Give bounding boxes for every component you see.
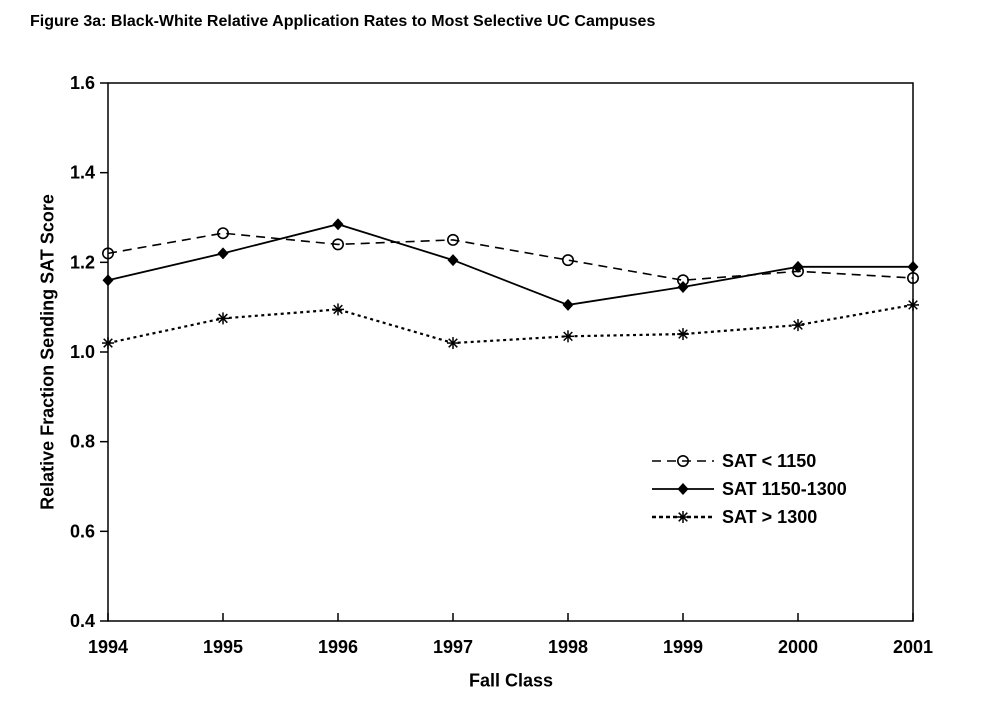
asterisk-marker (333, 304, 343, 315)
open-circle-marker (676, 455, 689, 467)
y-axis-title: Relative Fraction Sending SAT Score (37, 194, 58, 510)
open-circle-marker (102, 247, 115, 260)
x-tick-label: 1998 (548, 637, 588, 657)
series-line-bold-dotted (107, 303, 914, 345)
legend: SAT < 1150 SAT 1150-1300 SAT > 1300 (652, 447, 847, 531)
x-axis-title: Fall Class (468, 670, 554, 691)
asterisk-marker (103, 338, 113, 348)
open-circle-marker (331, 238, 344, 251)
chart-title: Figure 3a: Black-White Relative Applicat… (30, 13, 656, 30)
asterisk-marker (563, 331, 573, 342)
filled-diamond-marker (217, 247, 229, 260)
asterisk-marker (218, 313, 228, 324)
y-tick-label: 0.8 (70, 432, 95, 452)
filled-diamond-marker (907, 260, 919, 273)
asterisk-marker (793, 320, 803, 330)
filled-diamond-marker (677, 280, 689, 293)
asterisk-marker (448, 338, 458, 348)
x-tick-label: 2000 (778, 637, 818, 657)
asterisk-marker (678, 329, 688, 339)
asterisk-marker (908, 300, 918, 310)
y-tick-label: 1.2 (70, 252, 95, 272)
legend-item-sat-gt-1300: SAT > 1300 (652, 503, 847, 531)
filled-diamond-marker (677, 483, 689, 495)
legend-label: SAT 1150-1300 (722, 478, 847, 499)
open-circle-marker (906, 272, 919, 285)
x-tick-label: 1994 (88, 637, 128, 657)
x-tick-label: 1999 (663, 637, 703, 657)
legend-item-sat-lt-1150: SAT < 1150 (652, 447, 847, 475)
filled-diamond-marker (562, 298, 574, 311)
legend-label: SAT > 1300 (722, 506, 818, 527)
filled-diamond-marker (102, 274, 114, 287)
legend-bold-dotted-asterisk-icon (652, 511, 714, 523)
legend-label: SAT < 1150 (722, 450, 817, 471)
x-tick-label: 1997 (433, 637, 473, 657)
open-circle-marker (446, 233, 459, 246)
asterisk-marker (678, 512, 688, 522)
series-line-dashed (107, 232, 914, 282)
y-tick-label: 1.6 (70, 73, 95, 93)
y-tick-label: 0.6 (70, 521, 95, 541)
y-tick-label: 0.4 (70, 611, 95, 631)
open-circle-marker (217, 227, 230, 240)
x-tick-label: 1995 (203, 637, 243, 657)
series-line-solid (107, 223, 913, 306)
y-tick-label: 1.4 (70, 163, 95, 183)
filled-diamond-marker (447, 254, 459, 267)
filled-diamond-marker (332, 218, 344, 231)
open-circle-marker (561, 254, 574, 267)
x-tick-label: 2001 (893, 637, 933, 657)
legend-solid-filled-diamond-icon (652, 483, 714, 495)
x-tick-label: 1996 (318, 637, 358, 657)
legend-dashed-open-circle-icon (652, 455, 714, 467)
plot-border (107, 82, 914, 622)
y-tick-label: 1.0 (70, 342, 95, 362)
legend-item-sat-1150-1300: SAT 1150-1300 (652, 475, 847, 503)
filled-diamond-marker (792, 260, 804, 273)
